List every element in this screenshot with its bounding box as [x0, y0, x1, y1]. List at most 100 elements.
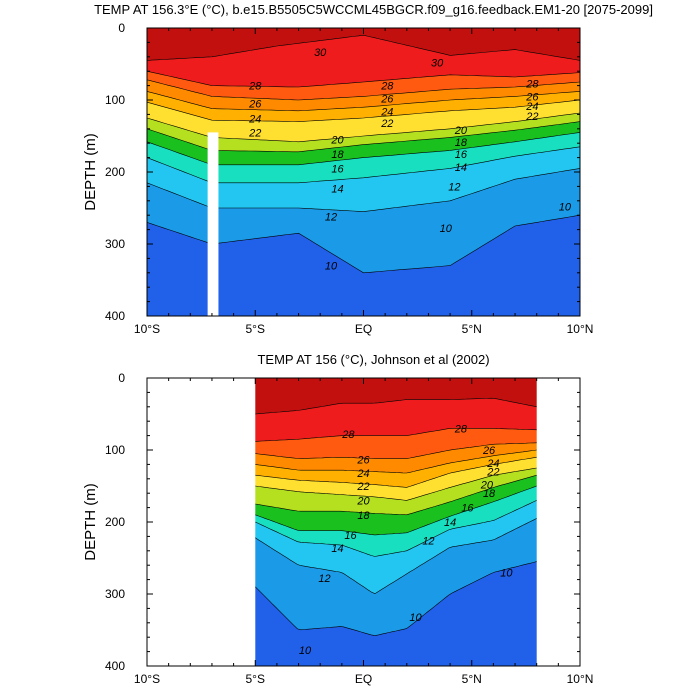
- lower-x-tick-label: 5°N: [462, 672, 482, 686]
- lower-contour-label: 16: [461, 503, 474, 515]
- lower-isotherm-26: [255, 442, 537, 459]
- upper-isotherm-20: [146, 112, 581, 143]
- lower-x-tick-label: 10°N: [567, 672, 594, 686]
- lower-y-tick-label: 0: [118, 371, 125, 385]
- upper-missing-data-gap: [207, 132, 219, 316]
- lower-contour-label: 22: [356, 481, 369, 493]
- lower-temperature-band: [255, 518, 537, 636]
- upper-contour-label: 10: [325, 261, 338, 273]
- upper-contour-label: 24: [248, 114, 261, 126]
- upper-y-axis-label: DEPTH (m): [82, 133, 99, 211]
- upper-temperature-band: [147, 168, 580, 273]
- upper-isotherm-14: [146, 146, 581, 184]
- upper-isotherm-30: [146, 34, 581, 61]
- lower-chart-title: TEMP AT 156 (°C), Johnson et al (2002): [257, 352, 489, 367]
- upper-isotherm-16: [146, 132, 581, 166]
- upper-contour-label: 28: [380, 81, 394, 93]
- upper-contour-label: 26: [380, 94, 394, 106]
- lower-x-tick-label: 10°S: [134, 672, 160, 686]
- upper-isotherm-18: [146, 121, 581, 153]
- upper-contour-label: 12: [325, 212, 337, 224]
- lower-contour-label: 18: [357, 510, 370, 522]
- upper-temperature-band: [147, 215, 580, 316]
- lower-isotherm-24: [255, 449, 537, 474]
- upper-temperature-band: [147, 71, 580, 100]
- lower-y-tick-label: 100: [105, 443, 125, 457]
- upper-contour-label: 30: [314, 47, 327, 59]
- upper-y-tick-label: 200: [105, 165, 125, 179]
- upper-contour-label: 26: [248, 99, 262, 111]
- lower-x-tick-label: EQ: [355, 672, 372, 686]
- lower-temperature-band: [255, 428, 537, 459]
- upper-isotherm-24: [146, 91, 581, 112]
- upper-chart-title: TEMP AT 156.3°E (°C), b.e15.B5505C5WCCML…: [94, 2, 653, 17]
- upper-contour-label: 20: [454, 125, 468, 137]
- upper-contour-label: 14: [455, 162, 467, 174]
- upper-contour-label: 24: [380, 107, 393, 119]
- lower-contour-label: 10: [500, 567, 513, 579]
- upper-contour-label: 22: [525, 111, 538, 123]
- lower-isotherm-16: [255, 485, 537, 536]
- lower-contour-label: 10: [299, 645, 312, 657]
- lower-temperature-band: [255, 468, 537, 515]
- upper-contour-label: 20: [330, 135, 344, 147]
- upper-contour-label: 26: [525, 91, 539, 103]
- upper-contour-label: 22: [248, 127, 261, 139]
- upper-contour-label: 16: [455, 149, 468, 161]
- upper-contour-label: 10: [440, 223, 453, 235]
- upper-x-tick-label: 10°N: [567, 322, 594, 336]
- lower-contour-label: 12: [318, 573, 330, 585]
- upper-contour-label: 30: [431, 58, 444, 70]
- lower-isotherm-30: [255, 397, 537, 415]
- lower-isotherm-28: [255, 428, 537, 442]
- lower-temperature-band: [255, 475, 537, 535]
- upper-x-tick-label: 5°N: [462, 322, 482, 336]
- lower-contour-label: 22: [486, 467, 499, 479]
- lower-y-tick-label: 200: [105, 515, 125, 529]
- lower-y-axis-label: DEPTH (m): [82, 483, 99, 561]
- lower-contour-label: 10: [409, 612, 422, 624]
- lower-isotherm-20: [255, 467, 537, 501]
- upper-x-tick-label: 5°S: [246, 322, 265, 336]
- lower-contour-label: 20: [356, 495, 370, 507]
- lower-isotherm-14: [255, 500, 537, 557]
- upper-contour-label: 12: [448, 181, 460, 193]
- lower-temperature-band: [255, 450, 537, 488]
- lower-x-tick-label: 5°S: [246, 672, 265, 686]
- upper-temperature-band: [147, 28, 580, 61]
- lower-temperature-band: [255, 457, 537, 501]
- lower-contour-label: 18: [483, 488, 496, 500]
- upper-isotherm-12: [146, 168, 581, 212]
- upper-contour-label: 10: [559, 202, 572, 214]
- lower-contour-label: 26: [356, 454, 370, 466]
- lower-contour-label: 16: [344, 530, 357, 542]
- lower-contour-label: 28: [454, 423, 468, 435]
- upper-contour-label: 24: [525, 101, 538, 113]
- lower-contour-label: 24: [486, 458, 499, 470]
- upper-temperature-band: [147, 113, 580, 152]
- upper-isotherm-26: [146, 79, 581, 101]
- lower-contour-label: 28: [341, 429, 355, 441]
- lower-temperature-band: [255, 500, 537, 594]
- lower-isotherm-22: [255, 456, 537, 488]
- lower-temperature-band: [255, 398, 537, 442]
- lower-contour-label: 24: [356, 468, 369, 480]
- lower-temperature-band: [255, 561, 537, 666]
- upper-temperature-band: [147, 121, 580, 165]
- lower-temperature-band: [255, 378, 537, 414]
- lower-isotherm-18: [255, 474, 537, 516]
- upper-x-tick-label: 10°S: [134, 322, 160, 336]
- upper-isotherm-10: [146, 214, 581, 274]
- upper-y-tick-label: 0: [118, 21, 125, 35]
- upper-isotherm-28: [146, 70, 581, 88]
- upper-y-tick-label: 300: [105, 237, 125, 251]
- upper-y-tick-label: 400: [105, 309, 125, 323]
- lower-contour-label: 14: [331, 543, 343, 555]
- upper-temperature-band: [147, 146, 580, 212]
- upper-temperature-band: [147, 100, 580, 142]
- lower-isotherm-12: [255, 518, 537, 595]
- lower-contour-label: 14: [444, 517, 456, 529]
- upper-contour-label: 16: [331, 163, 344, 175]
